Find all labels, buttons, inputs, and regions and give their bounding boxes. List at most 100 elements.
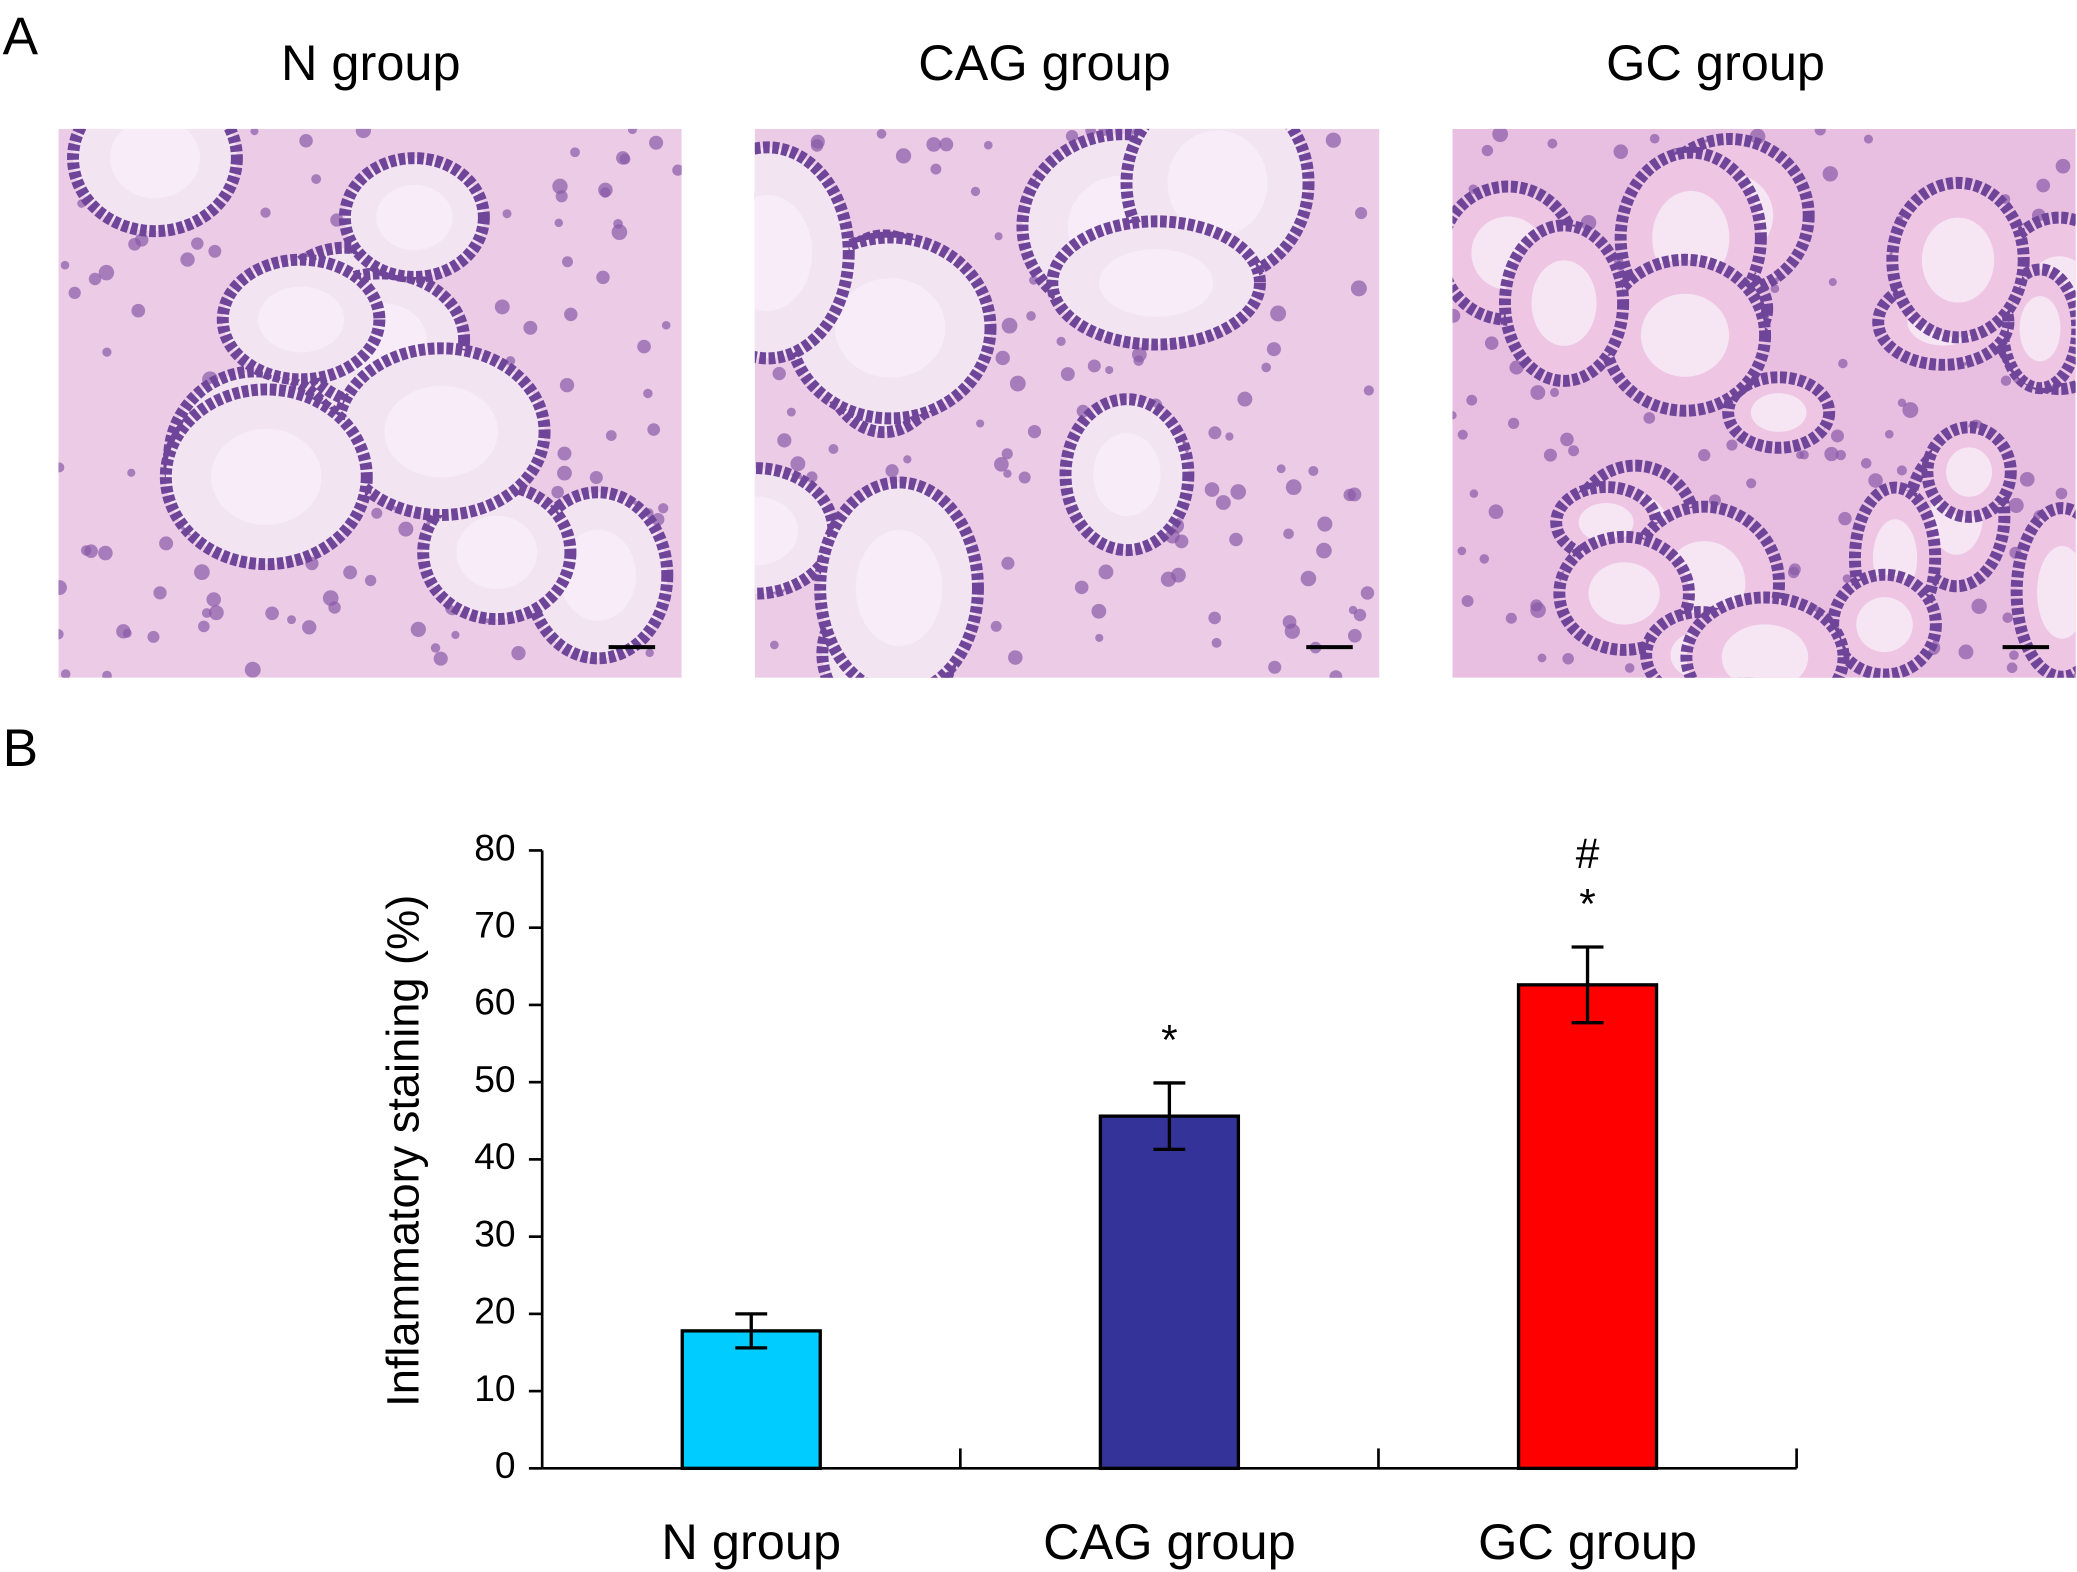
nucleus: [1316, 542, 1332, 559]
nucleus: [250, 128, 259, 136]
nucleus: [1225, 432, 1234, 441]
nucleus: [58, 462, 65, 473]
nucleus: [451, 630, 460, 640]
significance-mark: #: [1576, 831, 1600, 878]
nucleus: [1896, 465, 1907, 476]
nucleus: [260, 207, 271, 218]
nucleus: [1452, 411, 1457, 420]
nucleus: [559, 377, 575, 393]
gland-lumen: [559, 529, 637, 621]
nucleus: [299, 133, 313, 148]
gland-lumen: [1167, 130, 1268, 237]
nucleus: [645, 648, 654, 658]
nucleus: [876, 128, 887, 139]
nucleus: [1958, 644, 1974, 660]
nucleus: [1360, 586, 1375, 600]
image-title: GC group: [1606, 34, 1825, 91]
nucleus: [995, 350, 1010, 366]
nucleus: [194, 564, 210, 581]
nucleus: [355, 128, 372, 139]
nucleus: [2036, 178, 2051, 193]
y-tick-label: 50: [474, 1058, 515, 1100]
nucleus: [1457, 546, 1467, 556]
nucleus: [647, 423, 661, 436]
nucleus: [1074, 580, 1089, 595]
nucleus: [206, 592, 221, 607]
nucleus: [939, 137, 954, 152]
nucleus: [1452, 308, 1461, 323]
nucleus: [672, 164, 682, 176]
nucleus: [562, 256, 573, 268]
nucleus: [1863, 134, 1873, 144]
nucleus: [1018, 471, 1031, 484]
nucleus: [1160, 571, 1177, 587]
gland-lumen: [1946, 447, 1993, 497]
nucleus: [1726, 439, 1738, 451]
nucleus: [1828, 278, 1837, 287]
nucleus: [398, 521, 414, 537]
nucleus: [1649, 133, 1660, 144]
nucleus: [102, 670, 112, 678]
nucleus: [885, 464, 899, 478]
nucleus: [1562, 653, 1574, 665]
nucleus: [613, 218, 623, 229]
nucleus: [926, 137, 942, 152]
nucleus: [1087, 359, 1101, 373]
nucleus: [311, 174, 322, 184]
nucleus: [661, 320, 671, 330]
nucleus: [570, 147, 580, 158]
nucleus: [1624, 663, 1635, 673]
gland-lumen: [376, 184, 453, 251]
nucleus: [1001, 448, 1013, 460]
y-tick-label: 40: [474, 1135, 515, 1177]
nucleus: [976, 419, 985, 428]
gland-lumen: [855, 529, 943, 647]
nucleus: [58, 580, 67, 596]
nucleus: [564, 307, 578, 322]
nucleus: [1613, 144, 1629, 159]
nucleus: [1261, 362, 1272, 373]
nucleus: [1325, 132, 1341, 148]
bar-chart: Inflammatory staining (%) 0 10 20 30 40 50 60 7…: [378, 826, 1798, 1570]
nucleus: [410, 621, 426, 638]
nucleus: [208, 605, 224, 621]
nucleus: [2019, 471, 2035, 487]
error-bar: [1153, 1081, 1186, 1152]
nucleus: [1568, 445, 1580, 457]
nucleus: [244, 661, 261, 678]
nucleus: [1543, 448, 1557, 462]
nucleus: [1208, 426, 1222, 440]
gland-lumen: [1099, 249, 1214, 317]
gland-lumen: [1588, 562, 1660, 625]
nucleus: [1530, 385, 1546, 400]
nucleus: [523, 320, 538, 335]
nucleus: [2002, 612, 2013, 623]
error-bar: [735, 1312, 768, 1350]
gland-lumen: [384, 385, 499, 478]
nucleus: [1353, 608, 1367, 622]
nucleus: [128, 237, 141, 251]
nucleus: [1317, 516, 1333, 532]
nucleus: [2000, 375, 2012, 386]
y-axis-title: Inflammatory staining (%): [378, 895, 429, 1407]
nucleus: [1814, 128, 1826, 136]
nucleus: [430, 643, 441, 653]
nucleus: [1838, 358, 1848, 369]
nucleus: [1060, 367, 1075, 382]
nucleus: [1479, 554, 1490, 564]
nucleus: [1698, 449, 1711, 462]
nucleus: [1549, 387, 1560, 398]
nucleus: [643, 388, 653, 399]
nucleus: [1868, 473, 1883, 488]
nucleus: [1824, 446, 1839, 462]
histology-images: [58, 128, 2076, 678]
nucleus: [1830, 429, 1844, 443]
nucleus: [1329, 670, 1343, 678]
gland-lumen: [1093, 433, 1161, 517]
image-title: N group: [281, 34, 461, 91]
nucleus: [433, 651, 448, 666]
nucleus: [2008, 497, 2024, 514]
nucleus: [1457, 429, 1468, 440]
nucleus: [994, 456, 1009, 472]
